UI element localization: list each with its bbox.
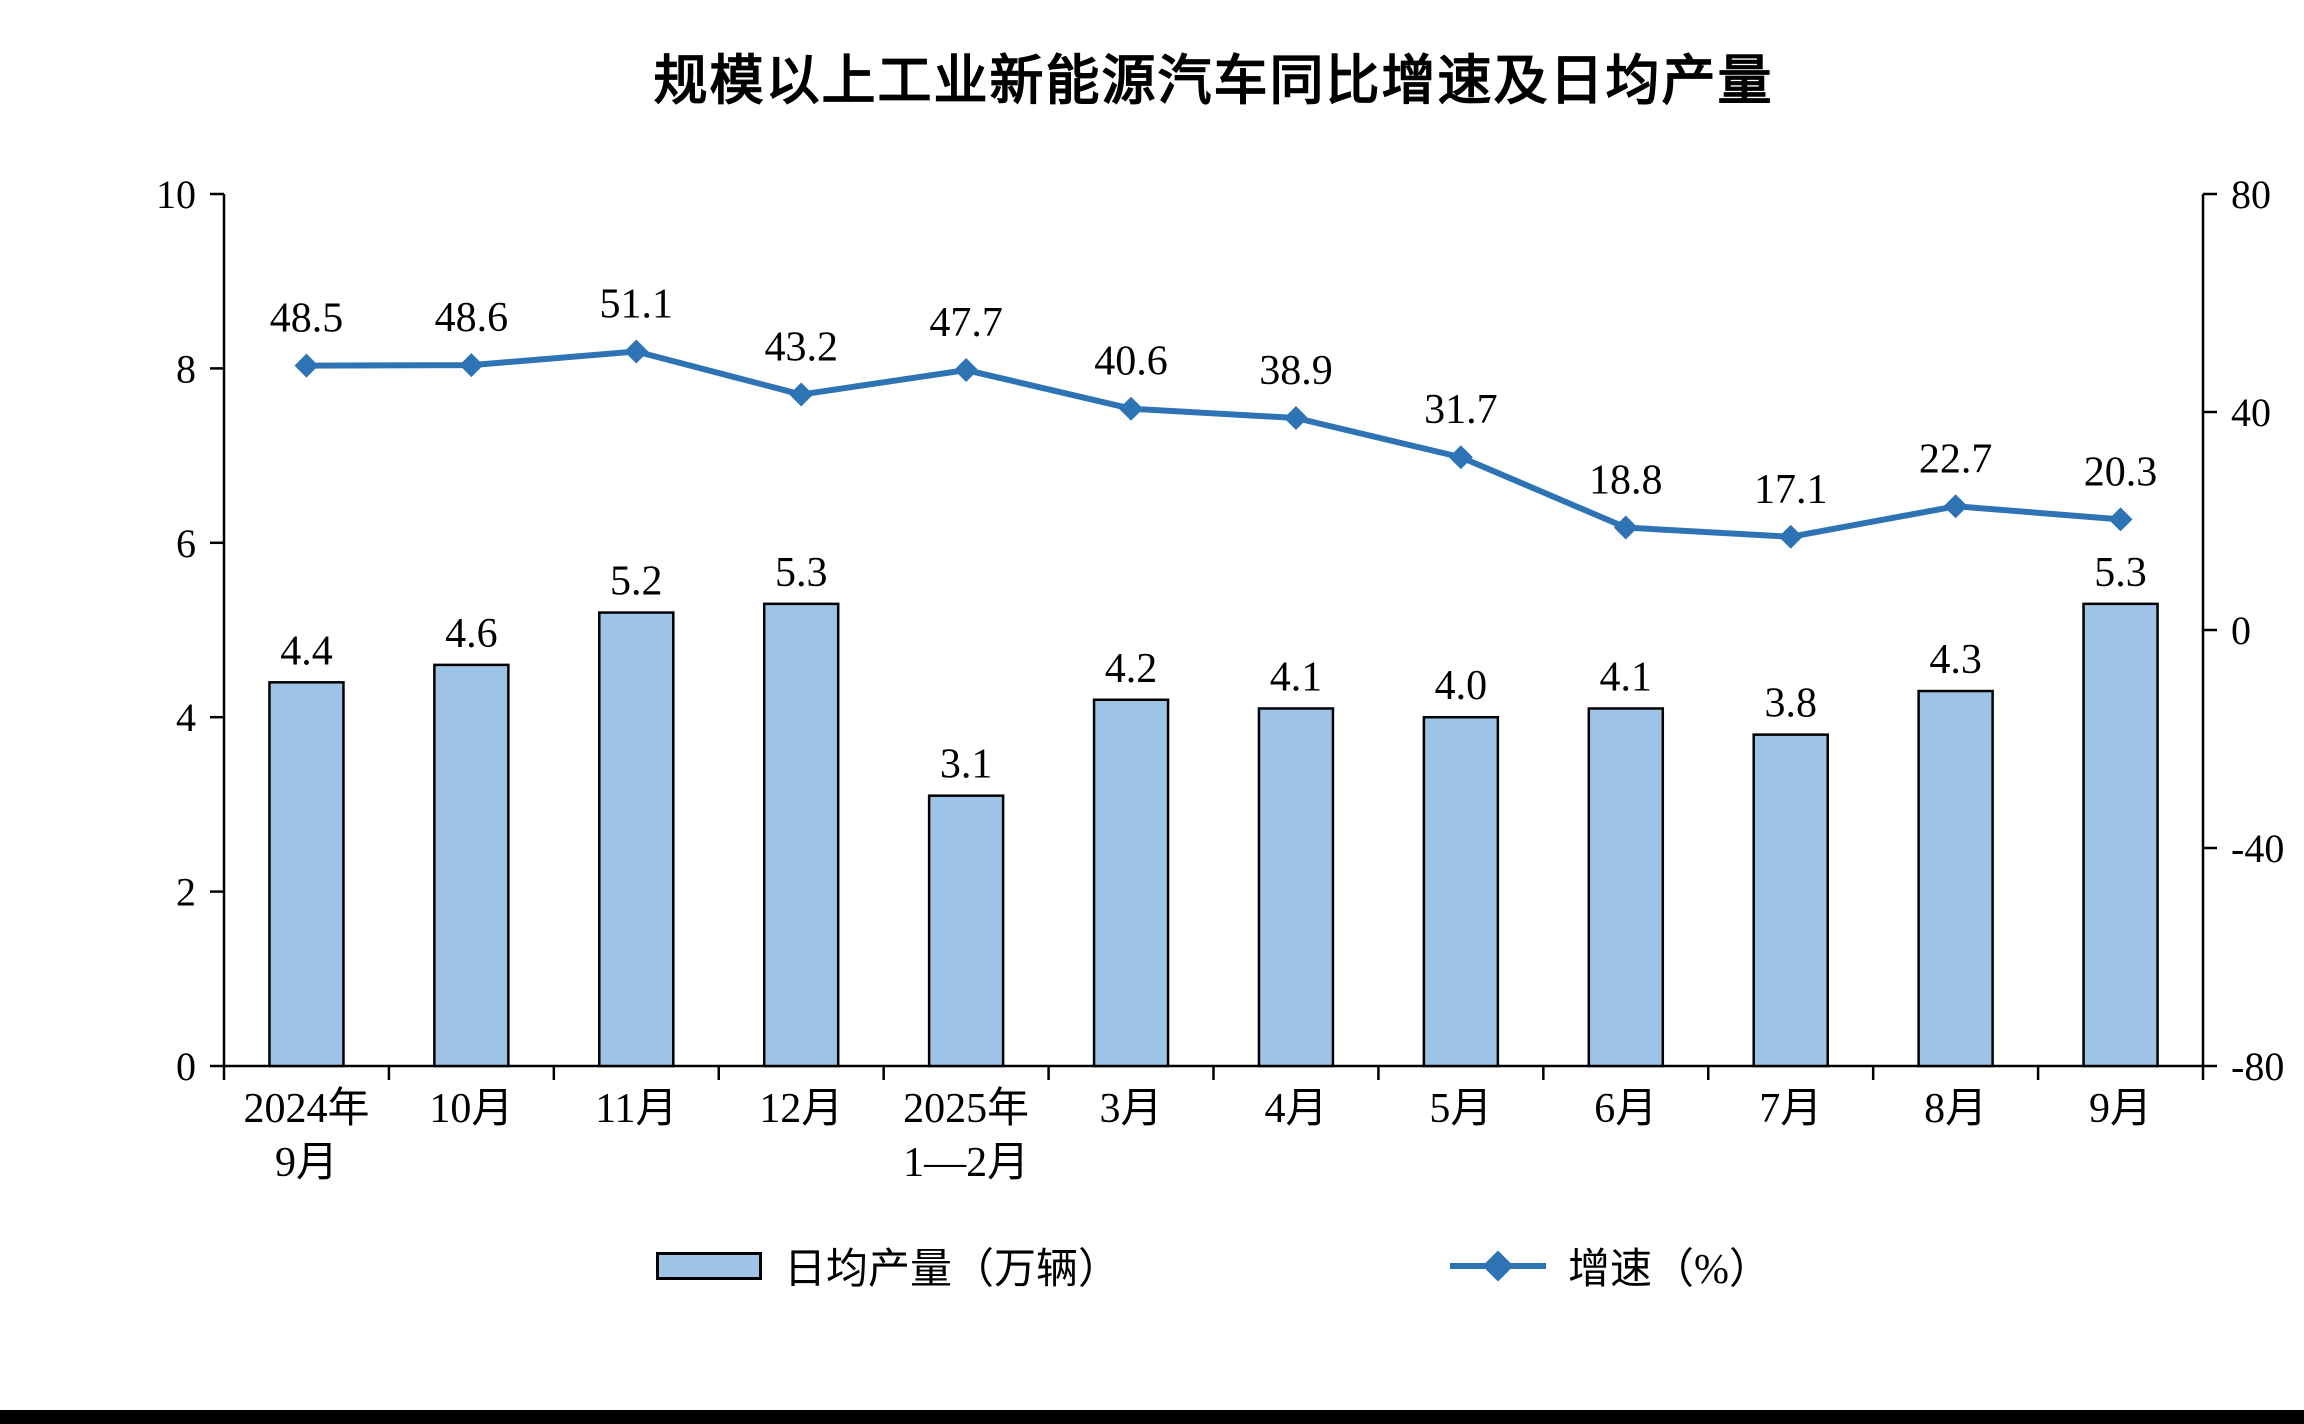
bar-swatch-icon [655, 1251, 762, 1280]
line-marker [1778, 524, 1803, 549]
bar-value-label: 4.1 [1270, 654, 1323, 700]
x-category-label: 10月 [429, 1086, 513, 1132]
line-value-label: 48.6 [435, 295, 509, 341]
x-category-label: 2025年 [903, 1085, 1029, 1132]
line-value-label: 20.3 [2084, 449, 2158, 495]
bottom-black-bar [0, 1410, 2304, 1424]
left-axis-tick-label: 6 [176, 521, 196, 566]
x-category-label: 7月 [1759, 1086, 1822, 1132]
line-value-label: 38.9 [1259, 348, 1333, 394]
x-category-label: 9月 [2089, 1086, 2152, 1132]
right-axis-tick-label: 0 [2231, 608, 2251, 653]
bar-value-label: 4.3 [1929, 637, 1982, 683]
bar-value-label: 4.2 [1105, 646, 1158, 692]
line-marker [294, 353, 319, 378]
chart-legend: 日均产量（万辆） 增速（%） [224, 1235, 2203, 1296]
bar-value-label: 4.6 [445, 611, 498, 657]
left-axis-tick-label: 4 [176, 695, 196, 740]
bar [762, 602, 840, 1068]
line-marker [459, 353, 484, 378]
bar-value-label: 4.0 [1435, 663, 1488, 709]
right-axis-tick-label: 80 [2231, 172, 2271, 217]
bar [927, 794, 1005, 1068]
bar [598, 611, 675, 1068]
line-value-label: 18.8 [1589, 458, 1663, 504]
legend-item-bar: 日均产量（万辆） [655, 1235, 1120, 1296]
bar-value-label: 4.4 [280, 628, 333, 674]
bar [1917, 689, 1994, 1068]
line-value-label: 22.7 [1919, 436, 1993, 482]
legend-item-line: 增速（%） [1450, 1235, 1771, 1296]
line-marker [624, 339, 649, 364]
line-value-label: 51.1 [600, 282, 674, 328]
x-category-label: 6月 [1594, 1086, 1657, 1132]
bar-value-label: 5.3 [2094, 550, 2147, 596]
left-axis-tick-label: 0 [176, 1044, 196, 1089]
right-axis-tick-label: -40 [2231, 826, 2284, 871]
x-category-label: 9月 [275, 1140, 338, 1186]
x-category-label: 1—2月 [903, 1140, 1029, 1186]
line-marker [1119, 396, 1144, 421]
line-marker [1448, 445, 1473, 470]
right-axis-tick-label: -80 [2231, 1044, 2284, 1089]
legend-bar-label: 日均产量（万辆） [783, 1247, 1120, 1293]
x-category-label: 11月 [595, 1086, 677, 1132]
left-axis-tick-label: 2 [176, 870, 196, 915]
x-category-label: 3月 [1100, 1086, 1163, 1132]
line-marker [789, 382, 814, 407]
x-category-label: 8月 [1924, 1086, 1987, 1132]
bar-value-label: 5.2 [610, 559, 663, 605]
line-marker [1283, 405, 1308, 430]
line-marker [1943, 494, 1968, 519]
bar [2082, 602, 2159, 1068]
bar [1752, 733, 1829, 1068]
line-marker [2108, 507, 2133, 532]
line-value-label: 43.2 [764, 325, 838, 371]
bar [1092, 698, 1170, 1068]
legend-line-label: 增速（%） [1568, 1247, 1771, 1293]
bar-value-label: 3.1 [940, 742, 993, 788]
bar [268, 681, 345, 1068]
bar-value-label: 4.1 [1600, 654, 1653, 700]
chart-title: 规模以上工业新能源汽车同比增速及日均产量 [653, 51, 1774, 111]
right-axis-tick-label: 40 [2231, 390, 2271, 435]
bar-value-label: 3.8 [1764, 681, 1817, 727]
line-value-label: 17.1 [1754, 467, 1828, 513]
line-value-label: 31.7 [1424, 387, 1498, 433]
line-value-label: 48.5 [270, 296, 344, 342]
line-marker [1613, 515, 1638, 540]
line-value-label: 47.7 [929, 300, 1003, 346]
line-swatch-icon [1450, 1249, 1546, 1282]
x-category-label: 5月 [1429, 1086, 1492, 1132]
bar [433, 663, 510, 1068]
x-category-label: 4月 [1264, 1086, 1327, 1132]
bar [1587, 707, 1665, 1068]
line-value-label: 40.6 [1094, 339, 1168, 385]
diamond-marker-icon [1482, 1249, 1514, 1282]
bar [1422, 715, 1500, 1068]
x-category-label: 12月 [759, 1086, 843, 1132]
left-axis-tick-label: 8 [176, 346, 196, 391]
bar-value-label: 5.3 [775, 550, 828, 596]
left-axis-tick-label: 10 [156, 172, 196, 217]
x-category-label: 2024年 [243, 1085, 369, 1132]
growth-line [303, 348, 2124, 540]
line-marker [954, 358, 979, 383]
bar [1257, 707, 1335, 1068]
